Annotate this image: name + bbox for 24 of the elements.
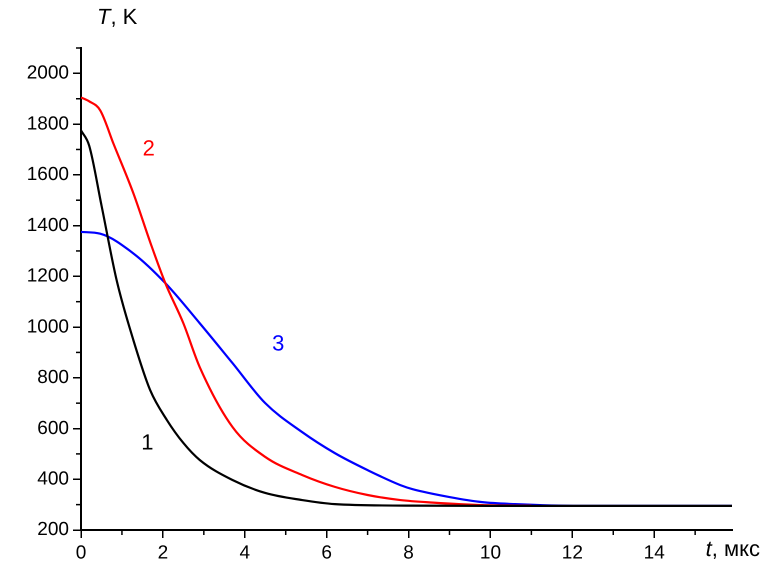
- y-tick-label: 2000: [26, 62, 69, 84]
- y-tick-label: 200: [37, 519, 69, 540]
- line-series: [81, 96, 532, 507]
- series-label: 2: [142, 135, 155, 160]
- x-tick-label: 8: [403, 542, 414, 564]
- x-tick-label: 2: [158, 542, 168, 564]
- x-tick-label: 12: [562, 542, 583, 564]
- y-axis-title: T, K: [97, 4, 138, 30]
- x-tick-label: 6: [321, 542, 332, 564]
- y-tick-label: 1000: [26, 316, 69, 338]
- y-tick-label: 600: [37, 418, 69, 439]
- x-tick-label: 14: [644, 542, 666, 564]
- x-axis-title: t, мкс: [706, 536, 760, 562]
- y-tick-label: 1600: [26, 164, 69, 186]
- x-tick-label: 0: [76, 542, 86, 564]
- y-tick-label: 1200: [26, 266, 69, 287]
- y-tick-label: 800: [37, 367, 69, 388]
- y-tick-label: 400: [37, 468, 69, 490]
- x-tick-label: 4: [239, 542, 250, 564]
- series-label: 1: [141, 429, 154, 454]
- y-tick-label: 1800: [26, 113, 69, 134]
- x-tick-label: 10: [480, 542, 502, 564]
- series-label: 3: [272, 330, 284, 356]
- y-tick-label: 1400: [26, 214, 69, 236]
